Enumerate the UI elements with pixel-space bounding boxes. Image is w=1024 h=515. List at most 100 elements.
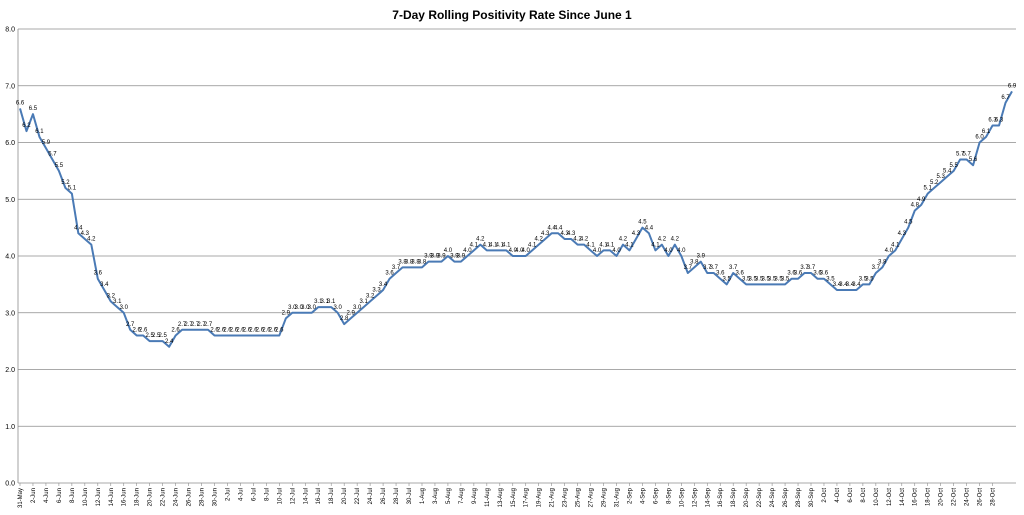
data-label: 3.0: [353, 305, 362, 311]
x-tick-label: 12-Jul: [290, 488, 296, 504]
data-label: 3.8: [690, 259, 699, 265]
chart-title: 7-Day Rolling Positivity Rate Since June…: [392, 8, 632, 22]
x-tick-label: 17-Aug: [524, 488, 530, 507]
data-label: 3.9: [457, 254, 466, 260]
x-tick-label: 8-Jun: [70, 488, 76, 503]
data-label: 3.8: [411, 259, 420, 265]
x-tick-label: 8-Sep: [666, 487, 672, 504]
data-label: 4.4: [547, 225, 556, 231]
data-label: 3.9: [424, 254, 433, 260]
data-label: 4.8: [911, 203, 920, 209]
x-tick-label: 26-Jul: [381, 488, 387, 504]
data-label: 5.1: [68, 186, 77, 192]
data-label: 3.4: [839, 282, 848, 288]
x-tick-label: 12-Oct: [887, 488, 893, 506]
data-label: 5.7: [956, 152, 965, 158]
y-tick-label: 4.0: [5, 254, 15, 261]
data-label: 5.4: [943, 169, 952, 175]
series-line: [19, 90, 1013, 348]
x-tick-label: 18-Jul: [329, 488, 335, 504]
x-tick-label: 22-Jun: [161, 488, 167, 506]
data-label: 4.0: [593, 248, 602, 254]
x-tick-label: 18-Sep: [731, 487, 737, 507]
data-label: 6.3: [995, 117, 1004, 123]
x-tick-label: 28-Jul: [394, 488, 400, 504]
data-label: 4.1: [502, 242, 511, 248]
data-label: 2.9: [346, 310, 355, 316]
data-label: 3.6: [94, 271, 103, 277]
data-label: 4.1: [625, 242, 634, 248]
x-tick-label: 2-Oct: [822, 488, 828, 503]
x-tick-label: 29-Aug: [602, 488, 608, 507]
data-label: 5.2: [61, 180, 70, 186]
x-tick-label: 6-Sep: [653, 487, 659, 504]
y-axis-tick-labels: 0.0 1.0 2.0 3.0 4.0 5.0 6.0 7.0 8.0: [5, 27, 15, 488]
data-label: 4.0: [612, 248, 621, 254]
x-tick-label: 2-Sep: [627, 487, 633, 504]
x-tick-label: 20-Jun: [148, 488, 154, 506]
data-label: 2.7: [191, 322, 200, 328]
data-label: 6.7: [1001, 95, 1010, 101]
data-label: 3.3: [372, 288, 381, 294]
data-label: 2.4: [165, 339, 174, 345]
data-label: 3.5: [774, 276, 783, 282]
x-tick-label: 28-Oct: [991, 488, 997, 506]
data-label: 4.2: [87, 237, 96, 243]
data-label: 6.0: [975, 135, 984, 141]
data-label: 3.6: [787, 271, 796, 277]
data-label: 4.3: [560, 231, 569, 237]
y-tick-label: 1.0: [5, 424, 15, 431]
data-label: 2.6: [210, 327, 219, 333]
data-label: 4.2: [580, 237, 589, 243]
data-label: 4.3: [81, 231, 90, 237]
data-label: 3.1: [327, 299, 336, 305]
x-tick-label: 9-Aug: [472, 488, 478, 504]
data-label: 3.0: [308, 305, 317, 311]
x-tick-label: 6-Jun: [57, 488, 63, 503]
data-label: 3.2: [366, 293, 375, 299]
data-label: 4.0: [515, 248, 524, 254]
data-label: 3.7: [684, 265, 693, 271]
data-label: 4.3: [541, 231, 550, 237]
x-tick-label: 28-Jun: [200, 488, 206, 506]
x-tick-label: 24-Jul: [368, 488, 374, 504]
series-line-positivity: [19, 90, 1013, 348]
data-label: 5.6: [969, 157, 978, 163]
x-tick-label: 31-Aug: [614, 488, 620, 507]
x-tick-label: 7-Aug: [459, 488, 465, 504]
x-tick-label: 10-Sep: [679, 487, 685, 507]
data-label: 2.5: [152, 333, 161, 339]
x-tick-label: 20-Jul: [342, 488, 348, 504]
data-label: 3.6: [385, 271, 394, 277]
data-label: 2.6: [249, 327, 258, 333]
data-label: 4.0: [444, 248, 453, 254]
x-axis-tick-labels: 31-May 2-Jun 4-Jun 6-Jun 8-Jun 10-Jun 12-Jun 14…: [18, 483, 997, 508]
x-tick-label: 3-Aug: [433, 488, 439, 504]
data-label: 2.6: [139, 327, 148, 333]
data-label: 3.4: [852, 282, 861, 288]
data-label: 2.7: [126, 322, 135, 328]
data-label: 3.5: [826, 276, 835, 282]
x-tick-label: 14-Oct: [900, 488, 906, 506]
data-label: 4.1: [599, 242, 608, 248]
x-tick-label: 22-Sep: [757, 487, 763, 507]
x-tick-label: 20-Sep: [744, 487, 750, 507]
data-label: 3.8: [398, 259, 407, 265]
x-tick-label: 5-Aug: [446, 488, 452, 504]
data-label: 6.1: [982, 129, 991, 135]
data-label: 4.1: [470, 242, 479, 248]
data-label: 4.4: [645, 225, 654, 231]
data-label: 4.2: [573, 237, 582, 243]
data-label: 3.6: [813, 271, 822, 277]
x-tick-label: 27-Aug: [589, 488, 595, 507]
data-label: 3.4: [846, 282, 855, 288]
data-label: 4.0: [677, 248, 686, 254]
data-label: 4.4: [74, 225, 83, 231]
data-label: 3.1: [321, 299, 330, 305]
data-label: 3.7: [392, 265, 401, 271]
data-label: 2.6: [262, 327, 271, 333]
y-tick-label: 0.0: [5, 481, 15, 488]
